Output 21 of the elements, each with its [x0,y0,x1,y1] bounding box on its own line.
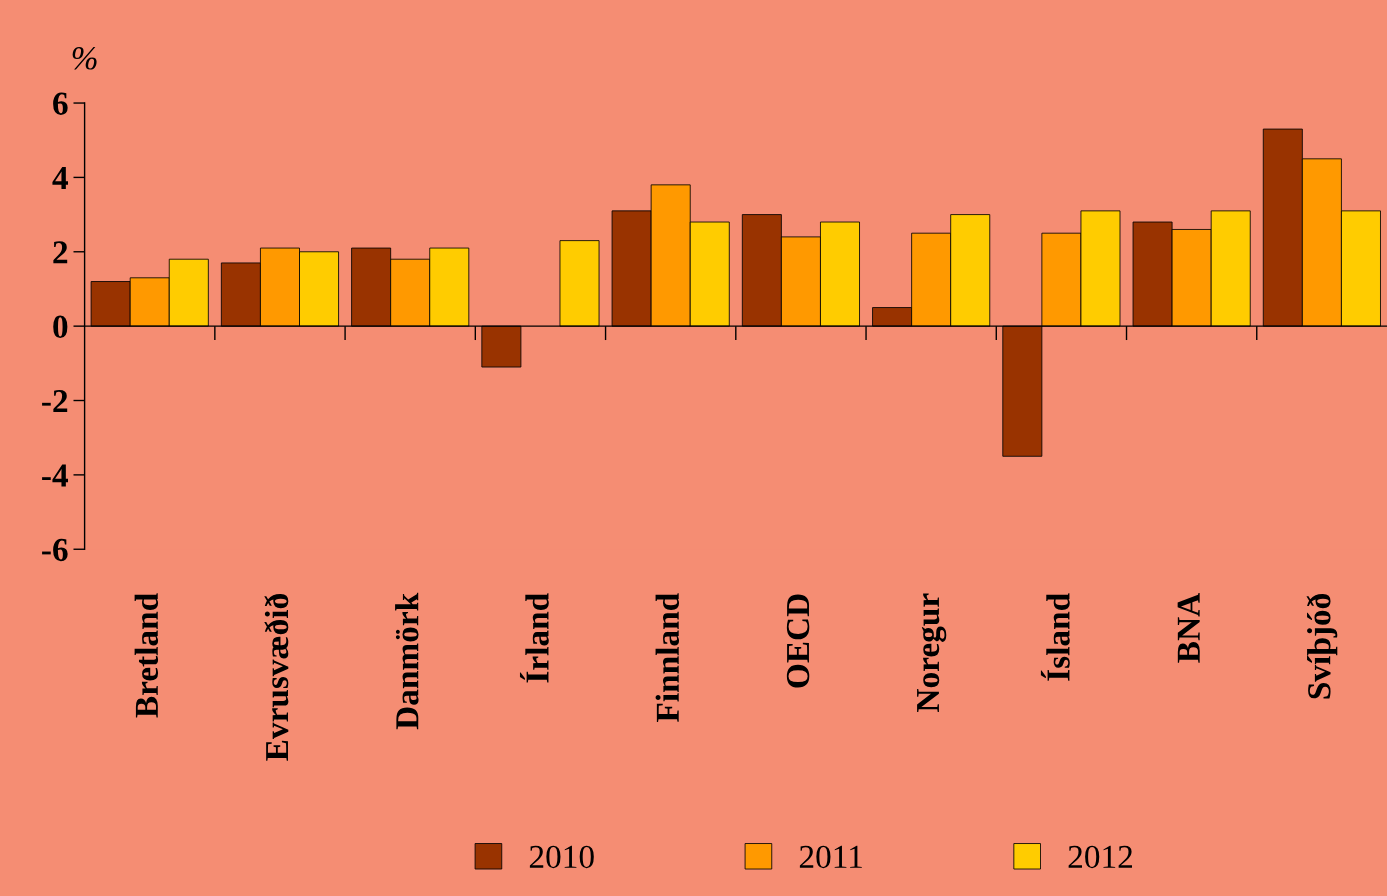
y-tick-label: -6 [42,538,68,562]
legend-label: 2011 [799,845,862,869]
y-axis-title: % [72,47,97,70]
x-tick-label: Noregur [917,593,947,712]
y-tick-label: 6 [53,92,68,115]
x-tick-label: Bretland [134,593,159,718]
x-tick-label: Danmörk [395,592,419,730]
x-tick-label: Ísland [1040,593,1070,681]
y-tick-label: 0 [53,315,68,339]
x-tick-label: Írland [519,593,549,683]
x-tick-label: Finnland [655,593,680,722]
y-tick-label: -2 [42,390,68,413]
x-tick-label: Svíþjóð [1306,594,1338,699]
y-tick-label: 4 [52,167,69,189]
x-tick-label: OECD [786,594,810,688]
legend-label: 2010 [529,845,594,869]
y-tick-label: 2 [53,241,68,264]
x-tick-label: Evrusvæðið [264,594,289,761]
x-tick-label: BNA [1177,593,1200,663]
legend-label: 2012 [1068,845,1132,869]
y-tick-label: -4 [42,464,69,487]
